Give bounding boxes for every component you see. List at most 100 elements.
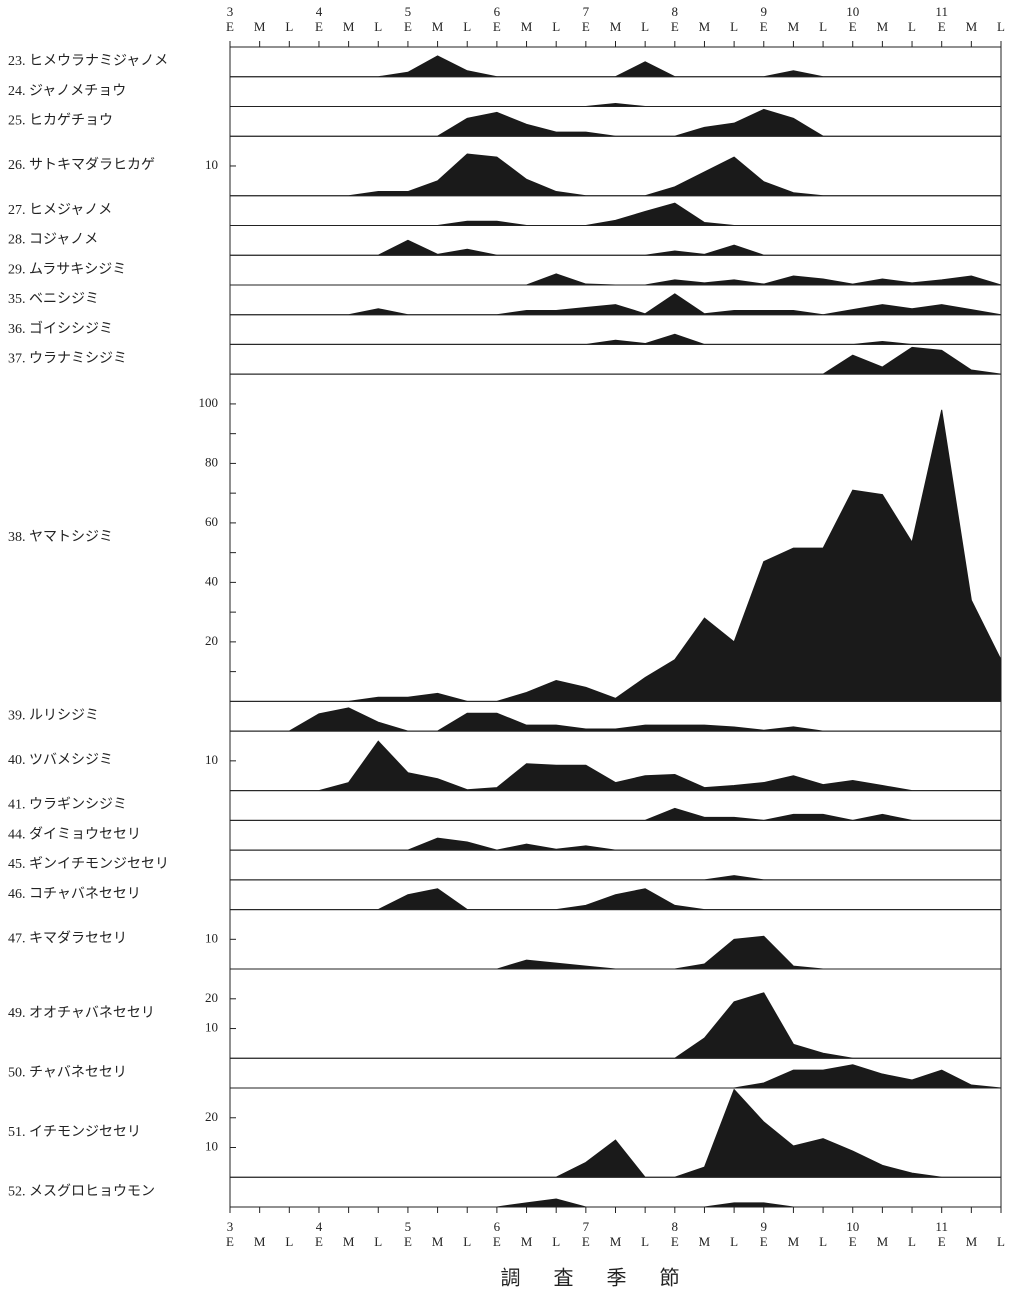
x-tick-label: L (641, 1234, 649, 1249)
x-tick-label: L (819, 1234, 827, 1249)
area (230, 740, 1001, 792)
area (230, 992, 1001, 1059)
month-label: 9 (761, 4, 768, 19)
x-tick-label: E (760, 19, 768, 34)
month-label: 7 (583, 4, 590, 19)
y-tick-label: 60 (205, 514, 218, 529)
y-tick-label: 20 (205, 1109, 218, 1124)
x-tick-label: E (938, 19, 946, 34)
area (230, 875, 1001, 881)
x-tick-label: L (463, 1234, 471, 1249)
x-tick-label: M (432, 1234, 444, 1249)
x-tick-label: E (671, 19, 679, 34)
area (230, 1088, 1001, 1178)
area (230, 293, 1002, 316)
x-tick-label: E (493, 1234, 501, 1249)
area (230, 707, 1001, 732)
month-label: 10 (846, 1219, 859, 1234)
y-tick-label: 40 (205, 573, 218, 588)
x-tick-label: E (493, 19, 501, 34)
x-tick-label: L (552, 19, 560, 34)
series-label: 27. ヒメジャノメ (8, 203, 112, 218)
y-tick-label: 10 (205, 157, 218, 172)
y-tick-label: 80 (205, 454, 218, 469)
series-label: 25. ヒカゲチョウ (8, 113, 113, 129)
x-tick-label: E (582, 1234, 590, 1249)
y-tick-label: 20 (205, 990, 218, 1005)
x-tick-label: E (404, 19, 412, 34)
series-label: 45. ギンイチモンジセセリ (8, 856, 169, 872)
x-tick-label: E (760, 1234, 768, 1249)
month-label: 3 (227, 4, 234, 19)
series-label: 36. ゴイシシジミ (8, 320, 113, 337)
x-tick-label: E (315, 1234, 323, 1249)
series-label: 44. ダイミョウセセリ (8, 826, 141, 842)
x-tick-label: M (610, 19, 622, 34)
x-tick-label: M (877, 1234, 889, 1249)
area (230, 108, 1001, 137)
x-tick-label: M (699, 1234, 711, 1249)
month-label: 9 (761, 1219, 768, 1234)
series-label: 49. オオチャバネセセリ (8, 1005, 155, 1021)
x-tick-label: E (226, 1234, 234, 1249)
area (230, 1064, 1002, 1089)
area (230, 55, 1001, 78)
y-tick-label: 10 (205, 1020, 218, 1035)
x-tick-label: M (343, 19, 355, 34)
series-label: 40. ツバメシジミ (8, 753, 113, 768)
area (230, 1198, 1001, 1208)
x-tick-label: E (671, 1234, 679, 1249)
y-tick-label: 20 (205, 633, 218, 648)
x-axis-title: 調 査 季 節 (501, 1267, 694, 1290)
x-tick-label: E (849, 19, 857, 34)
x-tick-label: L (641, 19, 649, 34)
y-tick-label: 100 (199, 395, 219, 410)
x-tick-label: M (966, 1234, 978, 1249)
x-tick-label: M (254, 19, 266, 34)
series-label: 39. ルリシジミ (8, 708, 99, 723)
x-tick-label: M (788, 1234, 800, 1249)
series-label: 29. ムラサキシジミ (8, 262, 126, 277)
month-label: 6 (494, 4, 501, 19)
area (230, 202, 1001, 226)
x-tick-label: L (997, 19, 1005, 34)
x-tick-label: L (730, 1234, 738, 1249)
series-label: 50. チャバネセセリ (8, 1064, 127, 1080)
area (230, 333, 1001, 345)
series-label: 28. コジャノメ (8, 233, 98, 248)
x-tick-label: L (552, 1234, 560, 1249)
series-label: 26. サトキマダラヒカゲ (8, 157, 155, 173)
area (230, 346, 1002, 375)
series-label: 47. キマダラセセリ (8, 931, 127, 947)
series-label: 35. ベニシジミ (8, 292, 99, 307)
series-label: 37. ウラナミシジミ (8, 351, 127, 367)
series-label: 46. コチャバネセセリ (8, 886, 141, 902)
month-label: 8 (672, 4, 679, 19)
area (230, 837, 1001, 851)
area (230, 273, 1002, 286)
x-tick-label: L (997, 1234, 1005, 1249)
x-tick-label: M (788, 19, 800, 34)
y-tick-label: 10 (205, 1138, 218, 1153)
month-label: 4 (316, 1219, 323, 1234)
area (230, 239, 1001, 256)
month-label: 11 (935, 1219, 948, 1234)
x-tick-label: L (730, 19, 738, 34)
y-tick-label: 10 (205, 752, 218, 767)
area (230, 807, 1001, 821)
month-label: 4 (316, 4, 323, 19)
x-tick-label: M (699, 19, 711, 34)
series-label: 23. ヒメウラナミジャノメ (8, 53, 168, 69)
x-tick-label: L (285, 19, 293, 34)
x-tick-label: M (610, 1234, 622, 1249)
series-label: 38. ヤマトシジミ (8, 530, 113, 545)
x-tick-label: M (432, 19, 444, 34)
series-label: 51. イチモンジセセリ (8, 1125, 141, 1140)
x-tick-label: E (582, 19, 590, 34)
x-tick-label: E (938, 1234, 946, 1249)
x-tick-label: L (374, 1234, 382, 1249)
x-tick-label: M (254, 1234, 266, 1249)
area (230, 888, 1001, 911)
x-tick-label: L (819, 19, 827, 34)
